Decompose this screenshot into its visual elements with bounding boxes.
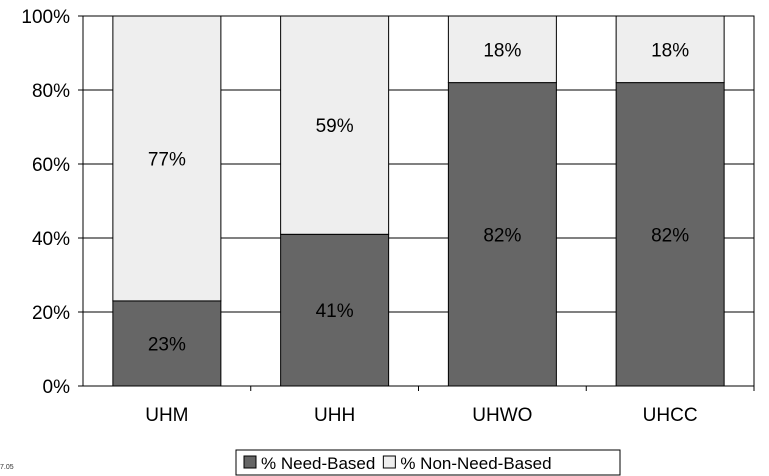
bar-uhwo-need-based (447, 82, 557, 387)
x-tick-label: UHH (314, 405, 355, 426)
y-tick-label: 60% (32, 155, 70, 176)
data-label: 59% (316, 116, 354, 137)
legend-label: % Non-Need-Based (400, 454, 551, 473)
y-tick-label: 100% (21, 7, 70, 28)
legend: % Need-Based % Non-Need-Based (235, 449, 621, 476)
y-tick-label: 0% (43, 377, 71, 398)
footnote: 7.05 (0, 464, 14, 471)
bar-uhwo-non-need-based (447, 15, 557, 84)
data-label: 77% (148, 149, 186, 170)
x-tick-label: UHCC (643, 405, 698, 426)
bar-uhcc-non-need-based (615, 15, 725, 84)
data-label: 18% (651, 40, 689, 61)
y-tick-label: 80% (32, 81, 70, 102)
data-label: 18% (483, 40, 521, 61)
bar-uhh-need-based (280, 233, 390, 387)
legend-swatch-non-need-based (382, 455, 396, 469)
legend-box (235, 449, 621, 476)
data-label: 41% (316, 301, 354, 322)
data-label: 23% (148, 334, 186, 355)
y-tick-label: 40% (32, 229, 70, 250)
data-label: 82% (651, 225, 689, 246)
axes: 0% 20% 40% 60% 80% 100% UHM UHH UHWO UHCC (21, 7, 755, 426)
data-label: 82% (483, 225, 521, 246)
legend-label: % Need-Based (261, 454, 375, 473)
bar-uhcc-need-based (615, 82, 725, 387)
x-tick-label: UHWO (472, 405, 532, 426)
legend-swatch-need-based (243, 455, 257, 469)
bars: 23% 77% 41% 59% 82% 18% 82% 18% (112, 15, 725, 387)
bar-uhm-non-need-based (112, 15, 222, 302)
x-tick-label: UHM (145, 405, 188, 426)
y-tick-label: 20% (32, 303, 70, 324)
